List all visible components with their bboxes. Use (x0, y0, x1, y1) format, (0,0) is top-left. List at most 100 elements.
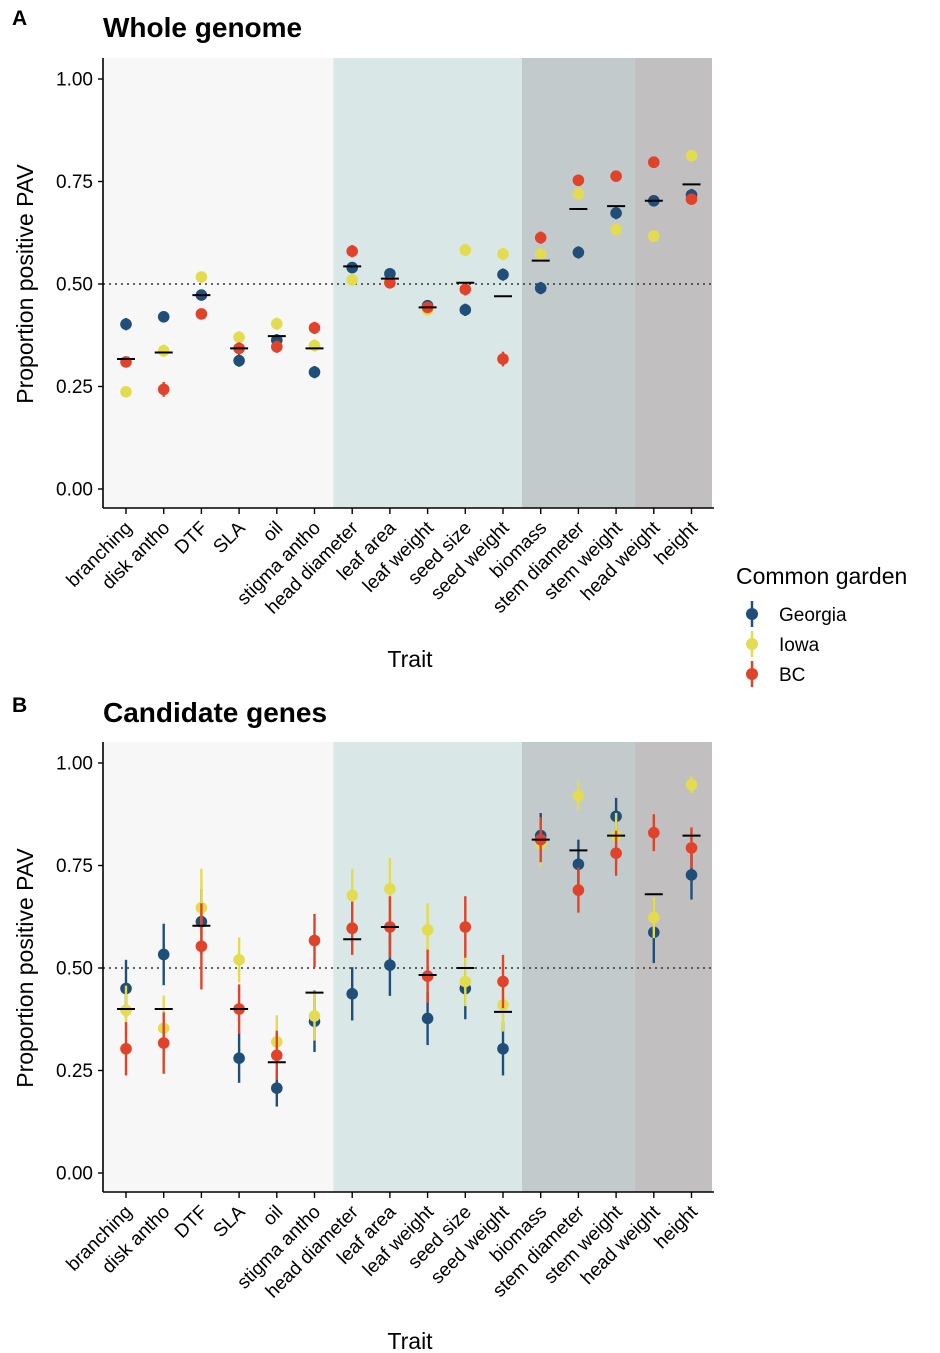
x-axis-title: Trait (387, 1328, 433, 1353)
data-point (459, 283, 472, 296)
data-point (534, 248, 547, 260)
y-axis-title: Proportion positive PAV (12, 164, 38, 404)
data-point (120, 356, 132, 368)
y-tick-label: 1.00 (56, 754, 93, 775)
data-point (346, 922, 359, 935)
data-point (572, 246, 585, 259)
x-tick-label: SLA (209, 1201, 249, 1241)
panel-title: Candidate genes (103, 697, 327, 728)
legend-key-dot (746, 638, 758, 650)
data-point (572, 884, 585, 896)
data-point (497, 268, 509, 281)
legend-key-dot (746, 608, 758, 620)
data-point (572, 858, 585, 871)
legend-item-iowa: Iowa (746, 631, 820, 657)
data-point (572, 790, 585, 802)
data-point (534, 231, 547, 244)
data-point (421, 1012, 434, 1025)
data-point (572, 174, 585, 187)
x-tick-label: oil (259, 1202, 287, 1230)
legend-item-bc: BC (746, 661, 805, 687)
data-point (685, 842, 698, 854)
legend: Common garden Georgia Iowa BC (736, 563, 907, 687)
data-point (271, 1082, 283, 1094)
data-point (685, 869, 698, 881)
data-point (534, 282, 547, 294)
data-point (384, 276, 396, 289)
data-point (384, 959, 396, 971)
x-axis-title: Trait (387, 646, 433, 672)
panel-whole-genome: A Whole genome 0.000.250.500.751.00branc… (12, 7, 714, 672)
x-tick-label: oil (259, 518, 287, 546)
y-tick-label: 0.25 (56, 377, 93, 398)
y-tick-label: 0.50 (56, 275, 93, 296)
data-point (346, 261, 359, 274)
data-point (233, 1052, 245, 1064)
data-point (384, 883, 396, 895)
trait-group-band (634, 58, 712, 508)
legend-item-georgia: Georgia (746, 601, 847, 627)
data-point (610, 847, 622, 859)
y-tick-label: 0.75 (56, 172, 93, 193)
data-point (157, 311, 170, 323)
data-point (271, 317, 283, 330)
data-point (459, 975, 472, 988)
y-tick-label: 0.00 (56, 480, 93, 501)
data-point (497, 248, 509, 260)
data-point (572, 188, 585, 200)
data-point (346, 988, 359, 1000)
data-point (497, 1042, 509, 1055)
data-point (120, 318, 132, 330)
y-tick-label: 0.00 (56, 1164, 93, 1185)
data-point (459, 304, 472, 316)
data-point (459, 921, 472, 933)
trait-group-band (103, 58, 334, 508)
data-point (497, 975, 509, 988)
data-point (120, 1004, 132, 1017)
y-tick-label: 0.25 (56, 1061, 93, 1082)
data-point (685, 193, 698, 205)
data-point (685, 778, 698, 791)
data-point (648, 156, 660, 169)
trait-group-band (103, 742, 334, 1192)
trait-group-band (333, 58, 522, 508)
data-point (157, 948, 170, 961)
y-axis-title: Proportion positive PAV (12, 848, 38, 1088)
data-point (648, 826, 660, 839)
data-point (233, 331, 245, 344)
legend-label: Georgia (779, 605, 847, 626)
data-point (610, 223, 622, 236)
data-point (308, 339, 321, 352)
panel-title: Whole genome (103, 12, 302, 43)
data-point (384, 267, 396, 280)
x-tick-label: height (651, 517, 703, 569)
data-point (421, 924, 434, 936)
data-point (346, 245, 359, 257)
data-point (120, 1042, 132, 1055)
data-point (610, 170, 622, 182)
data-point (648, 911, 660, 924)
data-point (195, 271, 208, 283)
legend-title: Common garden (736, 563, 907, 589)
data-point (271, 1049, 283, 1062)
data-point (497, 353, 509, 365)
data-point (610, 207, 622, 219)
data-point (233, 354, 245, 367)
legend-label: Iowa (779, 635, 820, 656)
data-point (157, 345, 170, 357)
data-point (459, 244, 472, 256)
panel-candidate-genes: B Candidate genes 0.000.250.500.751.00br… (12, 694, 714, 1353)
data-point (195, 308, 208, 320)
data-point (308, 934, 321, 947)
data-point (308, 322, 321, 334)
y-tick-label: 1.00 (56, 70, 93, 91)
x-tick-label: DTF (171, 518, 212, 559)
x-tick-label: DTF (171, 1202, 212, 1243)
data-point (157, 1037, 170, 1049)
data-point (308, 1010, 321, 1022)
data-point (648, 230, 660, 242)
y-tick-label: 0.75 (56, 856, 93, 877)
